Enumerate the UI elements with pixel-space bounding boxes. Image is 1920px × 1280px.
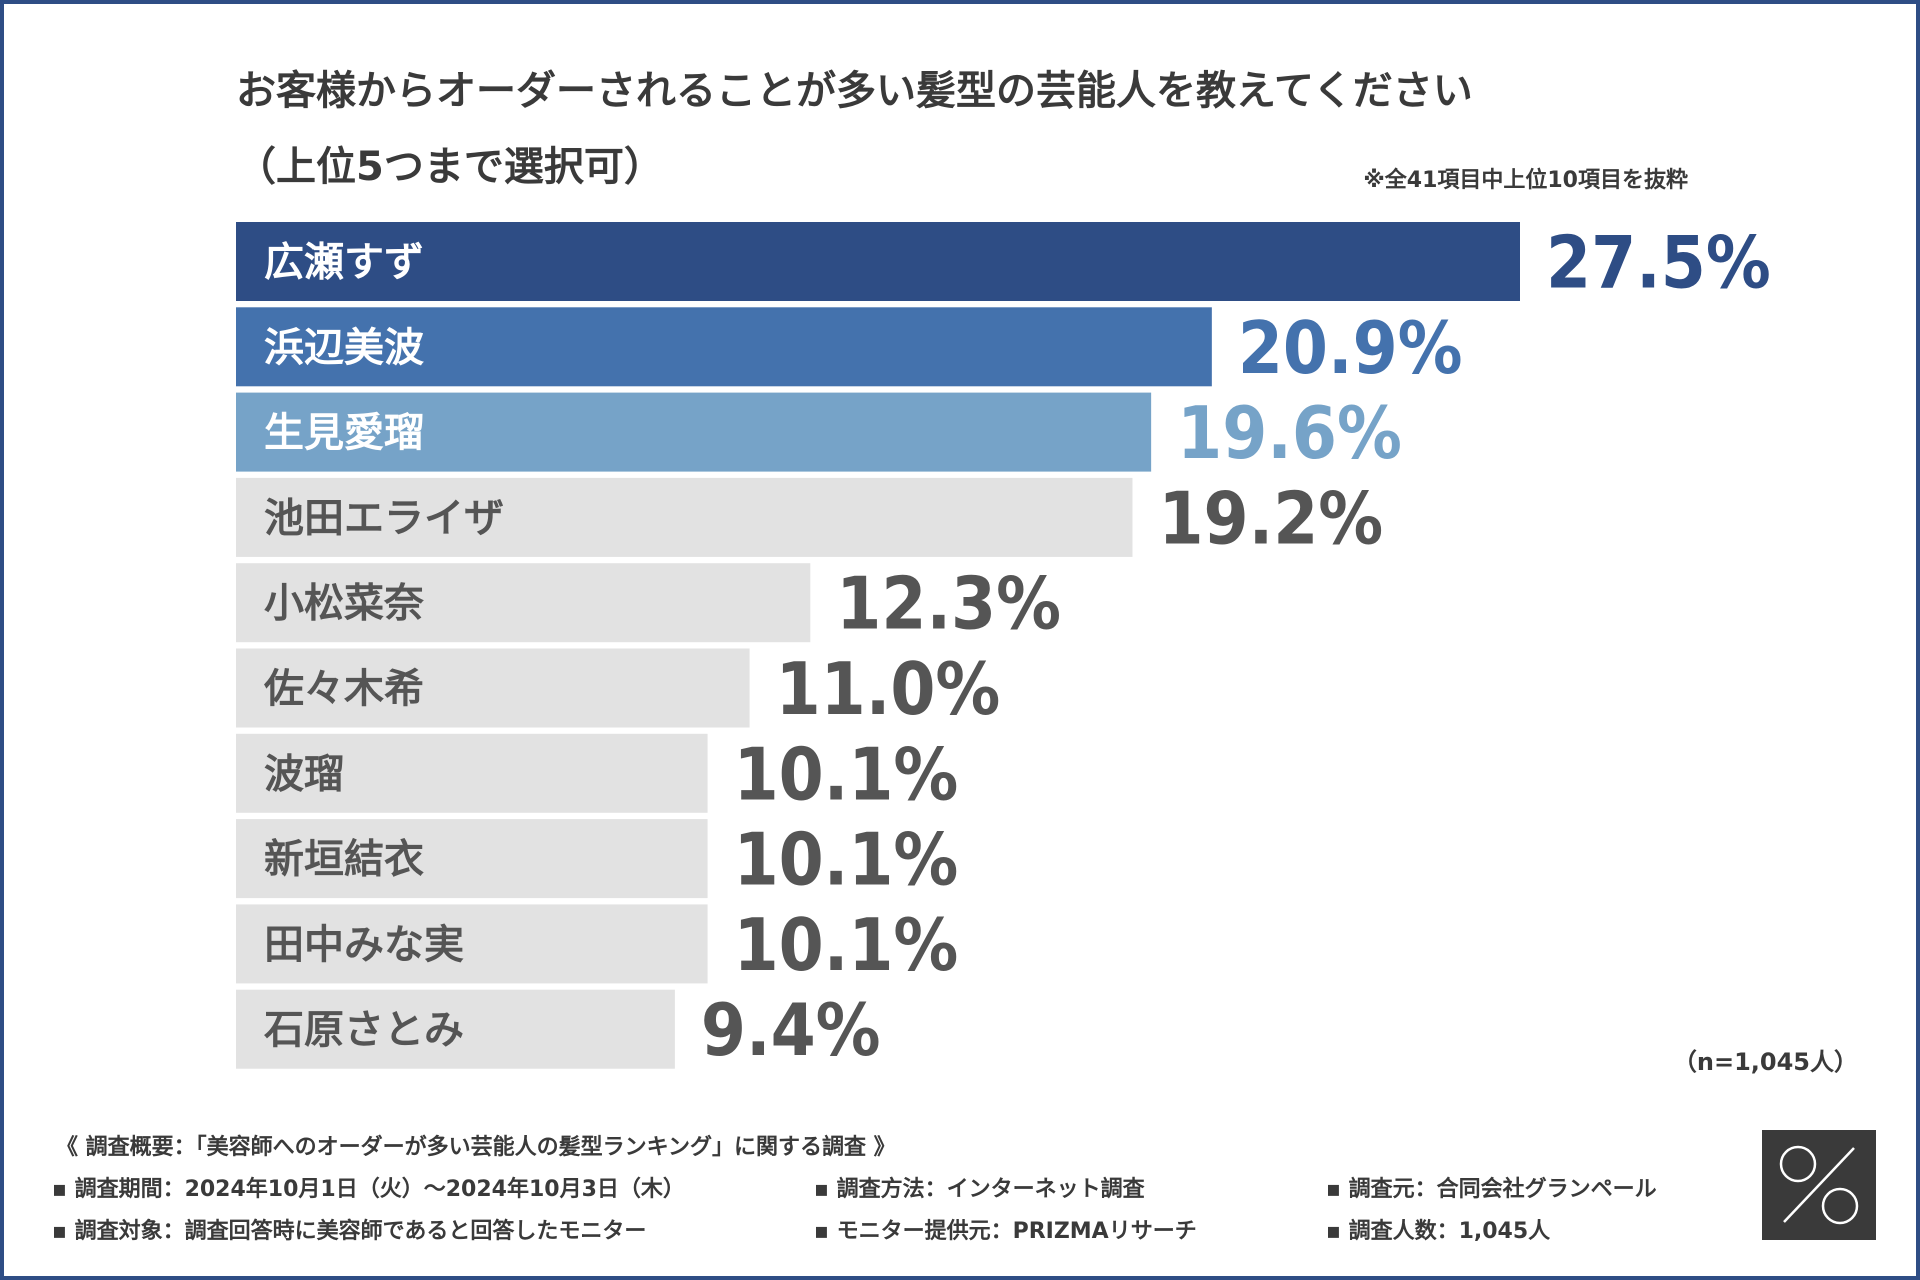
value-label-3: 19.6% — [1177, 391, 1402, 475]
bar-2 — [236, 307, 1212, 387]
bar-label-7: 波瑠 — [264, 751, 344, 797]
bar-label-4: 池田エライザ — [264, 495, 504, 541]
bar-label-8: 新垣結衣 — [264, 837, 424, 883]
bar-8 — [236, 819, 708, 899]
survey-source: ▪ 調査元：合同会社グランペール — [1326, 1176, 1657, 1202]
value-label-10: 9.4% — [701, 988, 881, 1072]
chart-subtitle: （上位5つまで選択可） — [236, 144, 664, 190]
bar-label-3: 生見愛瑠 — [264, 410, 424, 456]
survey-heading: 《 調査概要：「美容師へのオーダーが多い芸能人の髪型ランキング」に関する調査 》 — [56, 1134, 896, 1160]
value-label-9: 10.1% — [734, 903, 959, 987]
value-label-4: 19.2% — [1158, 476, 1383, 560]
bar-1 — [236, 222, 1520, 301]
survey-target: ▪ 調査対象：調査回答時に美容師であると回答したモニター — [52, 1218, 646, 1244]
percent-logo-icon — [1762, 1130, 1876, 1240]
chart-canvas: お客様からオーダーされることが多い髪型の芸能人を教えてください （上位5つまで選… — [52, 68, 1858, 1244]
survey-count: ▪ 調査人数：1,045人 — [1326, 1218, 1550, 1244]
bar-label-10: 石原さとみ — [264, 1007, 464, 1053]
survey-period: ▪ 調査期間：2024年10月1日（火）〜2024年10月3日（木） — [52, 1176, 685, 1202]
bar-10 — [236, 989, 675, 1069]
value-label-7: 10.1% — [734, 732, 959, 816]
bar-label-2: 浜辺美波 — [264, 325, 424, 371]
sample-size: （n=1,045人） — [1673, 1048, 1858, 1076]
survey-provider: ▪ モニター提供元：PRIZMAリサーチ — [814, 1218, 1197, 1244]
bars-group: 広瀬すず 27.5% 浜辺美波 20.9% 生見愛瑠 19.6% 池田エライザ 19.2% 小松… — [236, 221, 1771, 1072]
bar-label-6: 佐々木希 — [263, 666, 424, 712]
bar-6 — [236, 648, 750, 728]
value-label-2: 20.9% — [1238, 306, 1463, 390]
bar-9 — [236, 904, 708, 984]
value-label-1: 27.5% — [1546, 221, 1771, 305]
survey-method: ▪ 調査方法：インターネット調査 — [814, 1176, 1146, 1202]
bar-label-5: 小松菜奈 — [264, 581, 424, 627]
bar-label-1: 広瀬すず — [264, 240, 424, 286]
bar-3 — [236, 392, 1152, 472]
value-label-5: 12.3% — [836, 562, 1061, 646]
chart-note: ※全41項目中上位10項目を抜粋 — [1363, 167, 1688, 193]
bar-7 — [236, 733, 708, 813]
chart-title: お客様からオーダーされることが多い髪型の芸能人を教えてください — [236, 68, 1473, 114]
value-label-8: 10.1% — [734, 818, 959, 902]
bar-label-9: 田中みな実 — [264, 922, 464, 968]
bar-4 — [236, 477, 1133, 557]
bar-5 — [236, 563, 811, 643]
value-label-6: 11.0% — [776, 647, 1001, 731]
